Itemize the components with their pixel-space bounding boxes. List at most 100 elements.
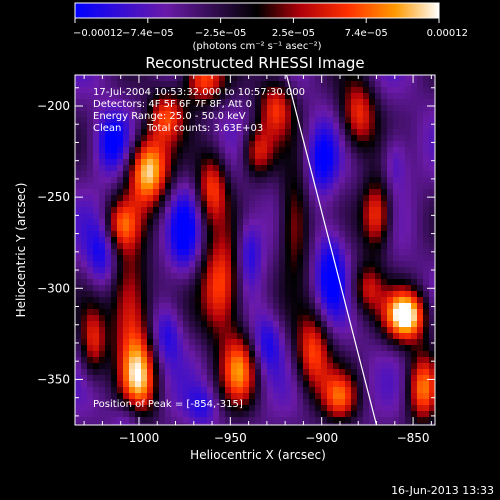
heatmap-cell bbox=[357, 243, 364, 250]
heatmap-cell bbox=[381, 87, 388, 94]
heatmap-cell bbox=[105, 225, 112, 232]
heatmap-cell bbox=[369, 351, 376, 358]
heatmap-cell bbox=[375, 327, 382, 334]
heatmap-cell bbox=[381, 105, 388, 112]
heatmap-cell bbox=[141, 339, 148, 346]
heatmap-cell bbox=[231, 399, 238, 406]
heatmap-cell bbox=[399, 129, 406, 136]
heatmap-cell bbox=[183, 381, 190, 388]
heatmap-cell bbox=[81, 285, 88, 292]
heatmap-cell bbox=[315, 81, 322, 88]
heatmap-cell bbox=[267, 231, 274, 238]
heatmap-cell bbox=[357, 333, 364, 340]
heatmap-cell bbox=[267, 399, 274, 406]
heatmap-cell bbox=[111, 309, 118, 316]
heatmap-cell bbox=[285, 303, 292, 310]
heatmap-cell bbox=[345, 249, 352, 256]
colorbar-tick-label: 2.5e−05 bbox=[272, 28, 315, 39]
heatmap-cell bbox=[189, 237, 196, 244]
heatmap-cell bbox=[189, 225, 196, 232]
heatmap-cell bbox=[231, 423, 238, 425]
heatmap-cell bbox=[267, 387, 274, 394]
heatmap-cell bbox=[171, 375, 178, 382]
heatmap-cell bbox=[183, 285, 190, 292]
heatmap-cell bbox=[165, 225, 172, 232]
heatmap-cell bbox=[147, 357, 154, 364]
heatmap-cell bbox=[255, 369, 262, 376]
heatmap-cell bbox=[411, 375, 418, 382]
heatmap-cell bbox=[213, 207, 220, 214]
heatmap-cell bbox=[321, 291, 328, 298]
heatmap-cell bbox=[351, 87, 358, 94]
heatmap-cell bbox=[279, 135, 286, 142]
heatmap-cell bbox=[147, 411, 154, 418]
heatmap-cell bbox=[93, 147, 100, 154]
heatmap-cell bbox=[405, 87, 412, 94]
heatmap-cell bbox=[153, 207, 160, 214]
heatmap-cell bbox=[165, 345, 172, 352]
heatmap-cell bbox=[189, 177, 196, 184]
heatmap-cell bbox=[165, 297, 172, 304]
heatmap-cell bbox=[357, 165, 364, 172]
heatmap-cell bbox=[363, 255, 370, 262]
heatmap-cell bbox=[261, 291, 268, 298]
heatmap-cell bbox=[429, 243, 435, 250]
heatmap-cell bbox=[231, 363, 238, 370]
heatmap-cell bbox=[201, 321, 208, 328]
heatmap-cell bbox=[399, 273, 406, 280]
heatmap-cell bbox=[411, 171, 418, 178]
heatmap-cell bbox=[171, 255, 178, 262]
heatmap-cell bbox=[369, 297, 376, 304]
heatmap-cell bbox=[177, 75, 184, 82]
heatmap-cell bbox=[345, 315, 352, 322]
heatmap-cell bbox=[267, 237, 274, 244]
heatmap-cell bbox=[303, 87, 310, 94]
heatmap-cell bbox=[183, 111, 190, 118]
heatmap-cell bbox=[309, 387, 316, 394]
heatmap-cell bbox=[93, 225, 100, 232]
heatmap-cell bbox=[213, 291, 220, 298]
heatmap-cell bbox=[117, 345, 124, 352]
heatmap-cell bbox=[177, 87, 184, 94]
heatmap-cell bbox=[159, 165, 166, 172]
heatmap-cell bbox=[357, 87, 364, 94]
heatmap-cell bbox=[345, 81, 352, 88]
heatmap-cell bbox=[411, 159, 418, 166]
heatmap-cell bbox=[303, 207, 310, 214]
heatmap-cell bbox=[129, 339, 136, 346]
heatmap-cell bbox=[351, 129, 358, 136]
heatmap-cell bbox=[321, 165, 328, 172]
heatmap-cell bbox=[261, 405, 268, 412]
heatmap-cell bbox=[219, 279, 226, 286]
heatmap-cell bbox=[213, 189, 220, 196]
heatmap-cell bbox=[99, 369, 106, 376]
heatmap-cell bbox=[111, 345, 118, 352]
heatmap-cell bbox=[99, 375, 106, 382]
heatmap-cell bbox=[255, 165, 262, 172]
heatmap-cell bbox=[183, 297, 190, 304]
heatmap-cell bbox=[237, 111, 244, 118]
heatmap-cell bbox=[387, 153, 394, 160]
heatmap-cell bbox=[147, 279, 154, 286]
heatmap-cell bbox=[273, 405, 280, 412]
heatmap-cell bbox=[309, 225, 316, 232]
heatmap-cell bbox=[267, 159, 274, 166]
heatmap-cell bbox=[261, 225, 268, 232]
heatmap-cell bbox=[165, 153, 172, 160]
heatmap-cell bbox=[429, 345, 435, 352]
heatmap-cell bbox=[225, 195, 232, 202]
heatmap-cell bbox=[99, 225, 106, 232]
heatmap-cell bbox=[357, 291, 364, 298]
heatmap-cell bbox=[135, 261, 142, 268]
heatmap-cell bbox=[327, 123, 334, 130]
heatmap-cell bbox=[285, 255, 292, 262]
heatmap-cell bbox=[225, 369, 232, 376]
heatmap-cell bbox=[351, 93, 358, 100]
heatmap-cell bbox=[429, 255, 435, 262]
heatmap-cell bbox=[141, 315, 148, 322]
heatmap-cell bbox=[339, 99, 346, 106]
heatmap-cell bbox=[171, 309, 178, 316]
heatmap-cell bbox=[279, 321, 286, 328]
heatmap-cell bbox=[303, 231, 310, 238]
heatmap-cell bbox=[309, 357, 316, 364]
